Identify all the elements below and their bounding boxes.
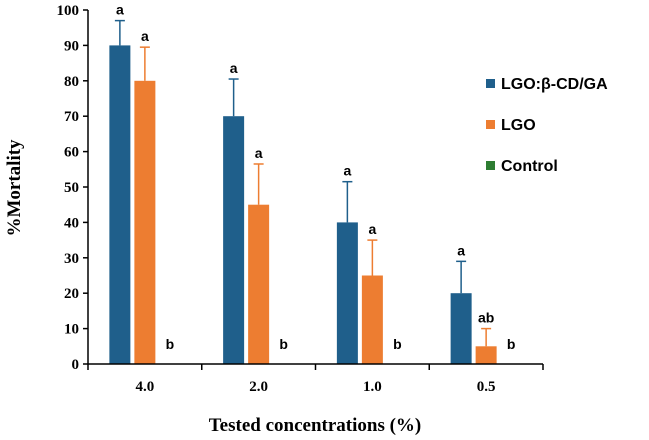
x-tick-label: 4.0	[136, 379, 155, 395]
significance-label: a	[255, 145, 263, 161]
x-axis-title: Tested concentrations (%)	[209, 415, 422, 436]
legend-swatch	[486, 79, 495, 88]
y-tick-label: 50	[64, 180, 79, 196]
bar	[109, 45, 131, 365]
legend-label: LGO:β-CD/GA	[501, 76, 608, 93]
bar	[361, 275, 383, 364]
bar	[475, 346, 497, 364]
significance-label: a	[141, 28, 149, 44]
bar-marks	[109, 19, 497, 365]
significance-label: b	[279, 336, 288, 352]
y-tick-label: 30	[64, 251, 79, 267]
legend-swatch	[486, 120, 495, 129]
y-tick-label: 70	[64, 109, 79, 125]
legend-label: LGO	[501, 117, 536, 134]
x-tick-label: 0.5	[477, 379, 496, 395]
y-tick-label: 80	[64, 74, 79, 90]
y-tick-label: 90	[64, 38, 79, 54]
y-axis-ticks: 0 10 20 30 40 50 60 70 80 90 100	[57, 3, 88, 373]
bar	[134, 80, 156, 365]
y-tick-label: 100	[57, 3, 80, 19]
y-tick-label: 10	[64, 322, 79, 338]
bar	[248, 204, 270, 364]
y-tick-label: 0	[72, 357, 80, 373]
significance-label: a	[230, 60, 238, 76]
bar	[336, 222, 358, 364]
y-axis-title: %Mortality	[4, 139, 25, 237]
axes	[87, 10, 543, 365]
x-tick-label: 1.0	[363, 379, 382, 395]
significance-label: a	[457, 242, 465, 258]
significance-label: a	[343, 163, 351, 179]
significance-label: ab	[478, 310, 494, 326]
bar	[223, 116, 245, 364]
significance-label: a	[116, 2, 124, 18]
significance-label: b	[507, 336, 516, 352]
legend-label: Control	[501, 158, 558, 175]
y-tick-label: 40	[64, 215, 79, 231]
bar	[450, 293, 472, 364]
significance-label: b	[166, 336, 175, 352]
legend-swatch	[486, 161, 495, 170]
x-axis-ticks: 4.0 2.0 1.0 0.5	[87, 364, 544, 395]
y-tick-label: 60	[64, 145, 79, 161]
x-tick-label: 2.0	[249, 379, 268, 395]
y-tick-label: 20	[64, 286, 79, 302]
legend: LGO:β-CD/GA LGO Control	[486, 76, 608, 175]
significance-label: b	[393, 336, 402, 352]
significance-label: a	[368, 221, 376, 237]
